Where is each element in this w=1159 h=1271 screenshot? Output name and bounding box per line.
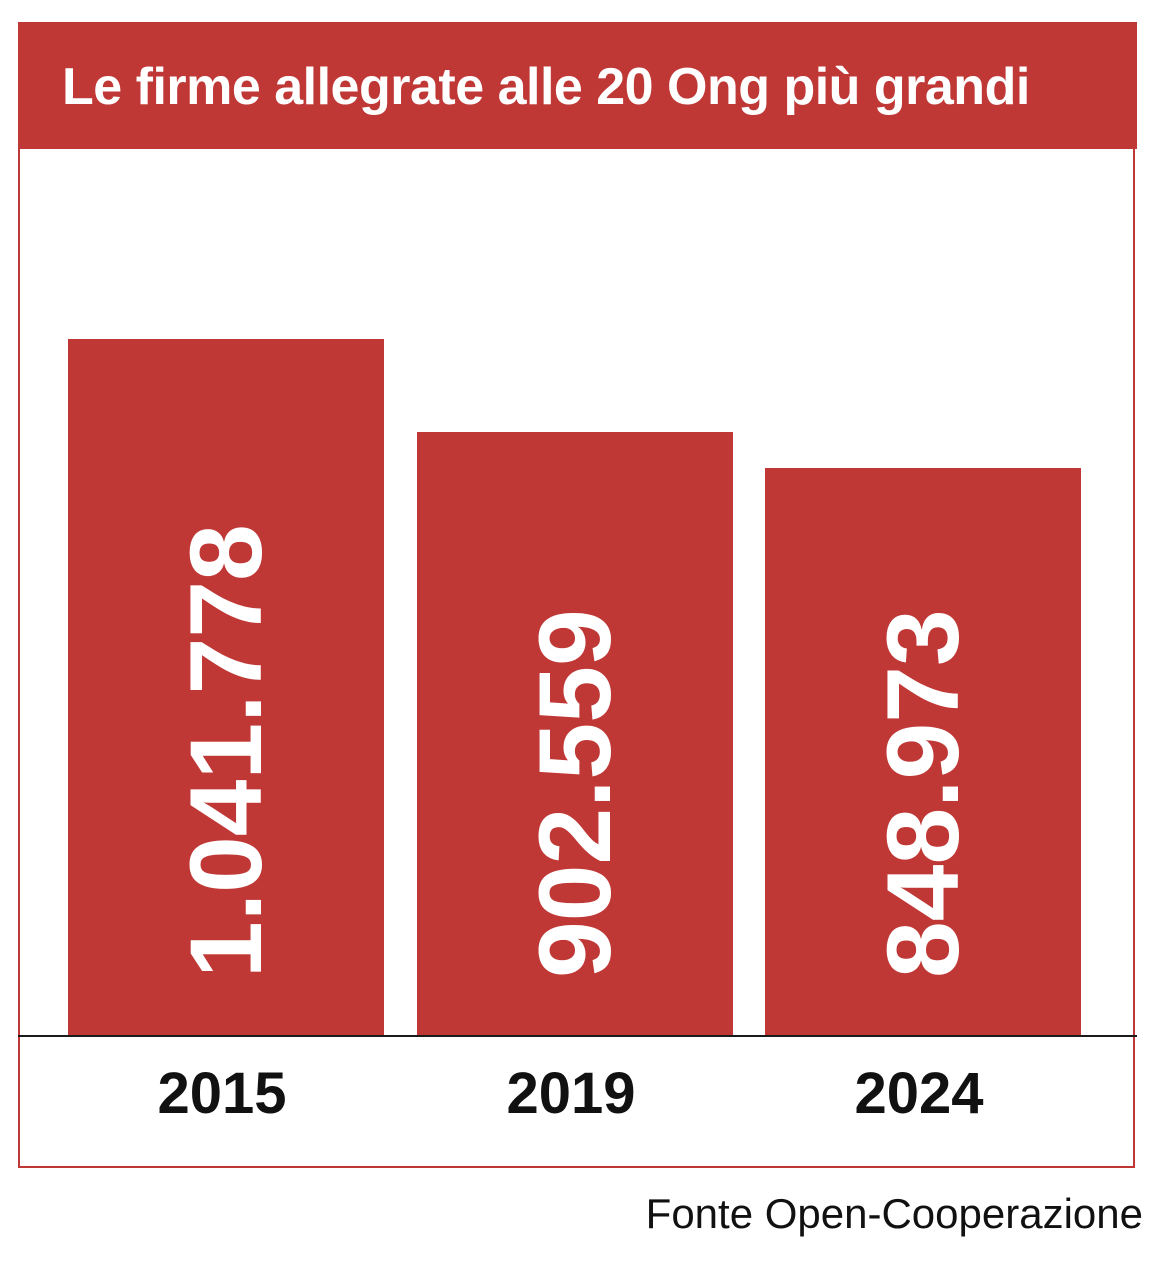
bar-value-label-2019: 902.559	[518, 609, 632, 978]
bar-value-label-2024: 848.973	[866, 609, 980, 978]
x-tick-label-2019: 2019	[506, 1061, 636, 1126]
bar-value-label-2015: 1.041.778	[169, 524, 283, 978]
bar-2024	[765, 468, 1081, 1035]
x-tick-label-2015: 2015	[157, 1061, 287, 1126]
chart-header	[18, 22, 1137, 149]
chart-title: Le firme allegrate alle 20 Ong più grand…	[62, 58, 1030, 116]
source-note: Fonte Open-Cooperazione	[645, 1190, 1143, 1237]
bar-2019	[417, 432, 733, 1035]
bar-2015	[68, 339, 384, 1035]
x-axis-baseline	[18, 1035, 1137, 1037]
x-tick-label-2024: 2024	[854, 1061, 984, 1126]
